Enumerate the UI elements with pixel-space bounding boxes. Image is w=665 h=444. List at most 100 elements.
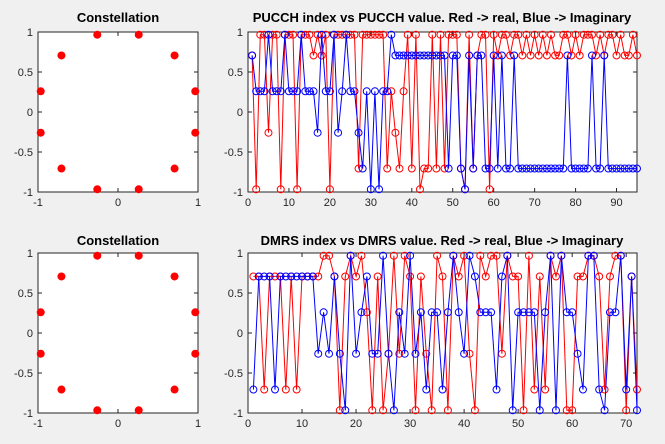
series-marker: [530, 30, 539, 39]
series-marker: [589, 251, 598, 260]
series-marker: [301, 30, 310, 39]
dmrs-plot: DMRS index vs DMRS value. Red -> real, B…: [224, 233, 641, 430]
series-marker: [391, 51, 400, 60]
series-marker: [465, 30, 474, 39]
series-marker: [551, 51, 560, 60]
series-marker: [321, 30, 330, 39]
series-marker: [559, 30, 568, 39]
series-marker: [530, 164, 539, 173]
x-tick-label: 60: [488, 197, 500, 209]
series-marker: [362, 308, 371, 317]
series-marker: [469, 164, 478, 173]
series-marker: [493, 51, 502, 60]
x-tick-label: 0: [115, 197, 121, 209]
series-marker: [335, 406, 344, 415]
series-marker: [438, 272, 447, 281]
series-marker: [357, 308, 366, 317]
series-marker: [436, 30, 445, 39]
series-marker: [338, 87, 347, 96]
series-marker: [383, 164, 392, 173]
series-marker: [287, 272, 296, 281]
series-marker: [578, 272, 587, 281]
series-marker: [440, 51, 449, 60]
series-marker: [616, 30, 625, 39]
series-marker: [443, 308, 452, 317]
series-marker: [562, 308, 571, 317]
series-marker: [563, 30, 572, 39]
series-marker: [416, 272, 425, 281]
series-marker: [305, 30, 314, 39]
series-marker: [506, 51, 515, 60]
series-marker: [341, 406, 350, 415]
series-marker: [260, 30, 269, 39]
series-marker: [514, 164, 523, 173]
constellation-point: [36, 308, 45, 317]
series-marker: [587, 30, 596, 39]
series-marker: [501, 30, 510, 39]
y-tick-label: 0.5: [228, 288, 243, 300]
series-marker: [600, 51, 609, 60]
series-marker: [334, 128, 343, 137]
plot-title: PUCCH index vs PUCCH value. Red -> real,…: [253, 10, 632, 25]
series-marker: [524, 251, 533, 260]
series-marker: [379, 251, 388, 260]
constellation-point: [134, 30, 143, 39]
series-marker: [335, 349, 344, 358]
series-marker: [254, 272, 263, 281]
series-marker: [489, 30, 498, 39]
x-tick-label: 90: [610, 197, 622, 209]
constellation-point: [93, 406, 102, 415]
series-marker: [559, 164, 568, 173]
series-marker: [575, 51, 584, 60]
series-marker: [530, 308, 539, 317]
series-marker: [276, 87, 285, 96]
series-marker: [473, 51, 482, 60]
series-marker: [465, 251, 474, 260]
series-marker: [611, 251, 620, 260]
series-marker: [555, 164, 564, 173]
series-marker: [338, 30, 347, 39]
series-marker: [547, 164, 556, 173]
series-marker: [293, 87, 302, 96]
constellation-point: [36, 87, 45, 96]
series-marker: [313, 128, 322, 137]
series-marker: [605, 308, 614, 317]
series-marker: [422, 385, 431, 394]
constellation-point: [93, 30, 102, 39]
series-marker: [628, 164, 637, 173]
constellation-point: [170, 164, 179, 173]
series-marker: [358, 164, 367, 173]
series-marker: [573, 272, 582, 281]
series-marker: [460, 349, 469, 358]
constellation-point: [191, 308, 200, 317]
series-marker: [563, 51, 572, 60]
constellation-point: [36, 349, 45, 358]
series-marker: [633, 385, 641, 394]
series-marker: [330, 272, 339, 281]
series-marker: [272, 30, 281, 39]
series-marker: [573, 349, 582, 358]
series-marker: [541, 385, 550, 394]
plot-title: Constellation: [77, 10, 159, 25]
series-marker: [605, 272, 614, 281]
series-marker: [546, 251, 555, 260]
x-tick-label: 1: [195, 197, 201, 209]
series-marker: [596, 30, 605, 39]
series-marker: [281, 385, 290, 394]
series-marker: [497, 51, 506, 60]
series-marker: [260, 385, 269, 394]
series-marker: [420, 164, 429, 173]
pucch-plot: PUCCH index vs PUCCH value. Red -> real,…: [224, 10, 641, 209]
series-marker: [368, 406, 377, 415]
series-marker: [289, 30, 298, 39]
series-marker: [341, 272, 350, 281]
series-marker: [568, 308, 577, 317]
series-marker: [477, 51, 486, 60]
series-marker: [424, 164, 433, 173]
y-tick-label: 0: [27, 107, 33, 119]
series-marker: [461, 185, 470, 194]
series-marker: [443, 406, 452, 415]
y-tick-label: -1: [233, 408, 243, 420]
series-marker: [403, 51, 412, 60]
